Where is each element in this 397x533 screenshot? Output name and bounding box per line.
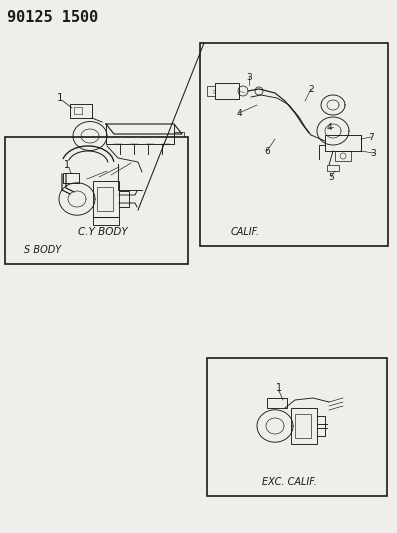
Bar	[97, 187, 113, 211]
Text: 4: 4	[236, 109, 242, 117]
Bar	[5, 137, 188, 264]
Bar	[267, 398, 287, 408]
Bar	[70, 104, 92, 118]
Bar	[295, 414, 311, 438]
Text: 90125 1500: 90125 1500	[7, 10, 98, 25]
Bar	[143, 154, 153, 164]
Bar	[115, 154, 125, 164]
Bar	[327, 165, 339, 171]
Text: CALIF.: CALIF.	[230, 227, 260, 237]
Bar	[215, 83, 239, 99]
Bar	[335, 151, 351, 161]
Bar	[63, 173, 79, 183]
Bar	[142, 196, 154, 204]
Text: EXC. CALIF.: EXC. CALIF.	[262, 477, 316, 487]
Text: 3: 3	[370, 149, 376, 157]
Bar	[291, 408, 317, 444]
Bar	[93, 181, 119, 217]
Bar	[129, 188, 135, 192]
Text: 3: 3	[246, 72, 252, 82]
Bar	[325, 135, 361, 151]
Text: 1: 1	[276, 383, 282, 393]
Text: 6: 6	[264, 147, 270, 156]
Text: C.Y BODY: C.Y BODY	[78, 227, 128, 237]
Bar	[93, 217, 119, 225]
Bar	[207, 86, 215, 96]
Bar	[207, 358, 387, 496]
Text: 4: 4	[326, 123, 332, 132]
Text: 2: 2	[308, 85, 314, 93]
Text: S BODY: S BODY	[24, 245, 62, 255]
Bar	[200, 43, 388, 246]
Text: 5: 5	[328, 173, 334, 182]
Bar	[74, 107, 82, 114]
Bar	[115, 174, 121, 178]
Bar	[129, 154, 139, 164]
Text: 7: 7	[368, 133, 374, 141]
Bar	[157, 154, 167, 164]
Text: 1: 1	[64, 160, 70, 170]
Bar	[174, 132, 184, 142]
Text: 1: 1	[57, 93, 63, 103]
